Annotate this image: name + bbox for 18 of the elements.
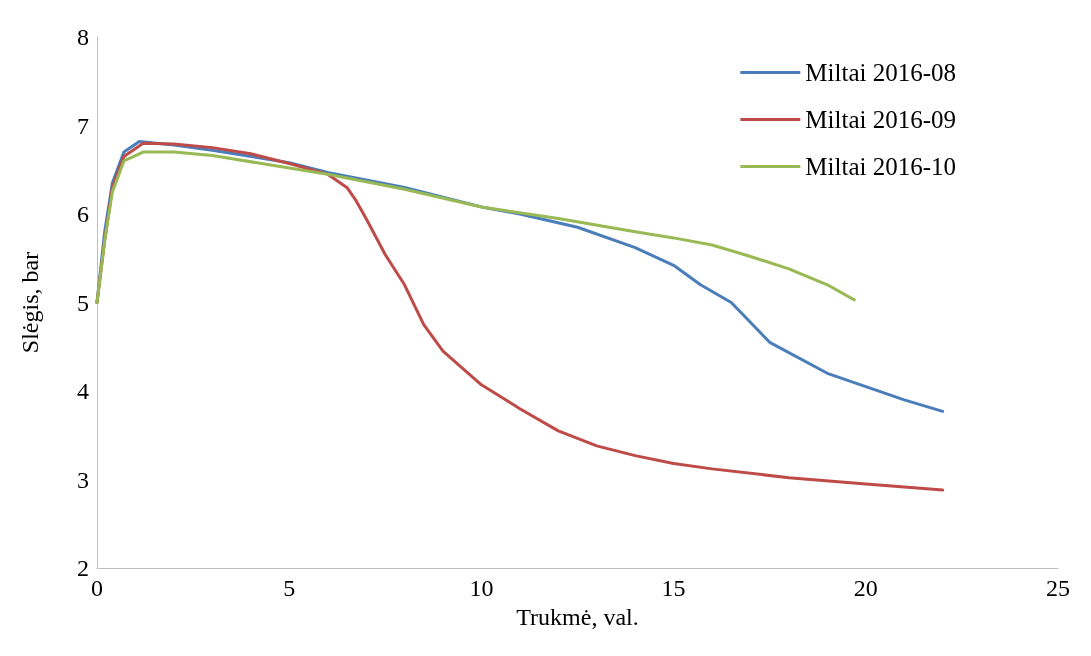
x-tick-label: 0 [91, 575, 103, 601]
x-tick-label: 20 [853, 575, 878, 601]
y-tick-label: 3 [77, 466, 89, 493]
legend-label: Miltai 2016-09 [805, 106, 956, 133]
y-tick-label: 2 [77, 555, 89, 581]
y-tick-label: 4 [77, 378, 89, 404]
x-tick-label: 5 [283, 575, 296, 601]
x-tick-label: 15 [661, 575, 686, 601]
y-axis-title: Slėgis, bar [17, 251, 43, 354]
x-tick-label: 25 [1046, 575, 1070, 601]
y-tick-label: 8 [77, 24, 89, 50]
legend-label: Miltai 2016-08 [805, 59, 956, 86]
x-axis-title: Trukmė, val. [516, 603, 639, 630]
y-tick-label: 7 [77, 112, 89, 139]
legend-label: Miltai 2016-10 [805, 153, 956, 180]
x-tick-label: 10 [469, 575, 494, 601]
y-tick-label: 5 [77, 289, 89, 316]
y-tick-label: 6 [77, 201, 89, 227]
